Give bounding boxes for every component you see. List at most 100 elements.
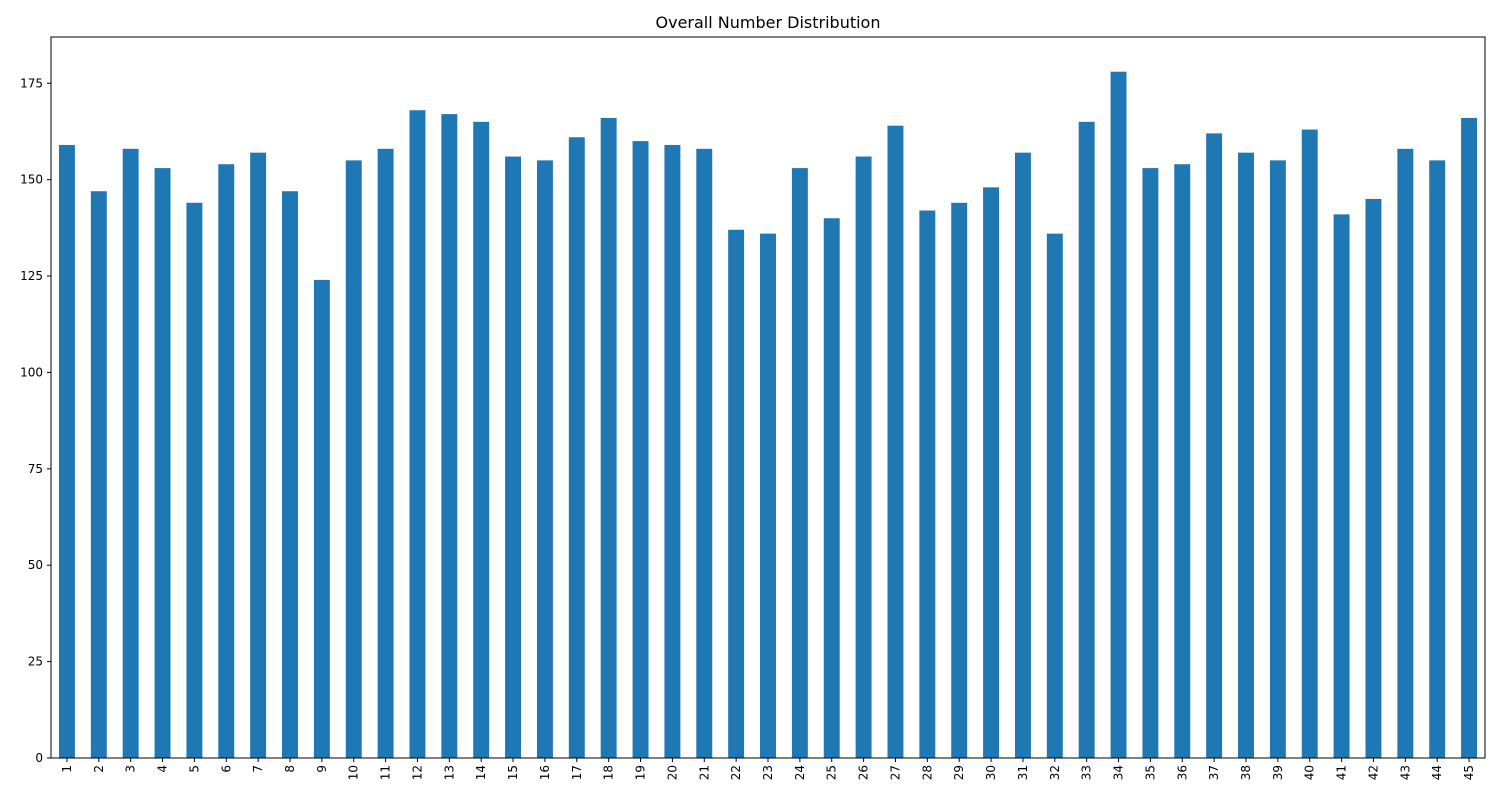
y-tick-label: 125 [20, 269, 43, 283]
bar [1461, 117, 1478, 759]
plot-frame [50, 36, 1486, 759]
y-tick-label: 150 [20, 173, 43, 187]
x-tick-label: 33 [1080, 765, 1094, 780]
x-tick-label: 20 [665, 765, 679, 780]
bar [1238, 152, 1254, 758]
y-tick-label: 100 [20, 365, 43, 379]
bar [1046, 233, 1063, 759]
x-tick-label: 28 [920, 765, 934, 780]
x-tick-label: 3 [124, 765, 138, 773]
x-tick-label: 1 [60, 765, 74, 773]
bar [122, 148, 139, 758]
bar [1014, 152, 1031, 758]
bar [791, 168, 808, 758]
bars-group [58, 71, 1478, 759]
x-tick-label: 36 [1175, 765, 1189, 780]
y-tick-label: 0 [35, 751, 43, 765]
bar [1429, 160, 1446, 758]
bar [186, 202, 203, 758]
y-tick-label: 75 [28, 462, 43, 476]
x-tick-label: 18 [602, 765, 616, 780]
bar [568, 137, 585, 759]
x-tick-label: 27 [888, 765, 902, 780]
x-tick-label: 24 [793, 765, 807, 780]
bar [983, 187, 1000, 758]
bar [154, 168, 171, 758]
bar [313, 279, 330, 758]
x-tick-label: 23 [761, 765, 775, 780]
x-tick-label: 10 [347, 765, 361, 780]
bar [1269, 160, 1286, 758]
x-tick-label: 44 [1430, 765, 1444, 780]
bar [1333, 214, 1350, 759]
bar [377, 148, 394, 758]
x-tick-label: 11 [379, 765, 393, 780]
bar [951, 202, 968, 758]
bar [218, 164, 235, 758]
y-tick-label: 25 [28, 655, 43, 669]
bar [345, 160, 362, 758]
bar [696, 148, 713, 758]
x-tick-label: 6 [219, 765, 233, 773]
x-tick-label: 32 [1048, 765, 1062, 780]
bar [1110, 71, 1127, 758]
bar [887, 125, 904, 759]
x-tick-label: 38 [1239, 765, 1253, 780]
x-tick-label: 29 [952, 765, 966, 780]
x-tick-label: 26 [857, 765, 871, 780]
x-tick-label: 30 [984, 765, 998, 780]
bar [855, 156, 872, 759]
bar [505, 156, 522, 759]
bar [90, 191, 107, 758]
x-tick-label: 35 [1143, 765, 1157, 780]
x-tick-label: 39 [1271, 765, 1285, 780]
x-tick-label: 5 [187, 765, 201, 773]
bar [728, 229, 745, 758]
bar [282, 191, 298, 758]
bar [473, 121, 490, 758]
y-tick-label: 50 [28, 558, 43, 572]
x-tick-label: 12 [410, 765, 424, 780]
bar [58, 144, 75, 758]
x-tick-label: 9 [315, 765, 329, 773]
x-tick-label: 25 [825, 765, 839, 780]
x-tick-label: 21 [697, 765, 711, 780]
x-tick-label: 42 [1366, 765, 1380, 780]
x-tick-label: 37 [1207, 765, 1221, 780]
x-tick-label: 31 [1016, 765, 1030, 780]
x-tick-label: 13 [442, 765, 456, 780]
bar [823, 218, 840, 759]
y-axis: 0 25 50 75 100 125 150 175 [20, 76, 51, 765]
x-tick-label: 2 [92, 765, 106, 773]
bar [409, 110, 426, 758]
bar [441, 114, 458, 758]
x-tick-label: 40 [1303, 765, 1317, 780]
bar [919, 210, 936, 758]
x-tick-label: 16 [538, 765, 552, 780]
bar [600, 117, 617, 759]
x-tick-label: 19 [634, 765, 648, 780]
bar [250, 152, 267, 758]
x-tick-label: 22 [729, 765, 743, 780]
x-tick-label: 14 [474, 765, 488, 780]
chart-title: Overall Number Distribution [656, 13, 881, 32]
x-axis: 1 2 3 4 5 6 7 8 9 10 11 12 13 14 15 16 17 18 19 20 21 22 23 24 2… [60, 758, 1476, 780]
x-tick-label: 8 [283, 765, 297, 773]
x-tick-label: 43 [1398, 765, 1412, 780]
x-tick-label: 15 [506, 765, 520, 780]
bar [1365, 198, 1382, 759]
y-tick-label: 175 [20, 76, 43, 90]
x-tick-label: 4 [156, 765, 170, 773]
bar [632, 141, 649, 758]
bar [1078, 121, 1095, 758]
bar [1142, 168, 1159, 758]
bar [664, 144, 681, 758]
x-tick-label: 7 [251, 765, 265, 773]
x-tick-label: 45 [1462, 765, 1476, 780]
x-tick-label: 41 [1335, 765, 1349, 780]
x-tick-label: 17 [570, 765, 584, 780]
bar [1301, 129, 1318, 758]
bar [1397, 148, 1414, 758]
